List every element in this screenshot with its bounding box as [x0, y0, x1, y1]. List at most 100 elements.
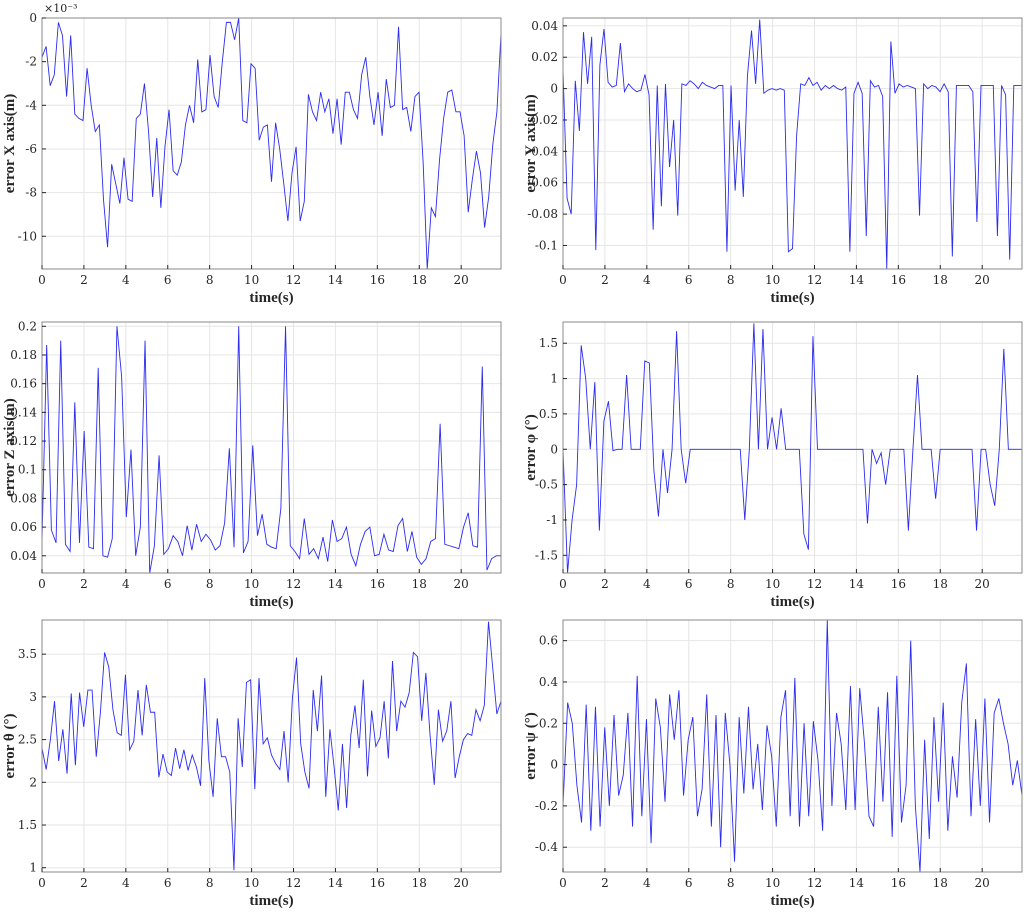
chart-panel-5: 0 2 4 6 8 10 12 14 16 18 20 3.5 3 2.5 2 1.5 1 time(s) erro…: [2, 619, 502, 909]
y-axis-label: error Z axis(m): [2, 398, 18, 497]
x-tick-label: 12: [286, 876, 301, 890]
x-tick-label: 14: [849, 273, 865, 287]
x-tick-label: 14: [328, 273, 344, 287]
x-axis-label: time(s): [770, 594, 814, 610]
x-axis-label: time(s): [770, 290, 814, 306]
y-tick-label: 2.5: [18, 733, 37, 747]
y-axis-label: error ψ (°): [523, 712, 539, 779]
x-tick-label: 18: [933, 876, 948, 890]
y-axis-label: error θ (°): [2, 714, 18, 779]
chart-panel-3: 0 2 4 6 8 10 12 14 16 18 20 0.2 0.18 0.16 0.14 0.12 0.1 0…: [2, 319, 502, 610]
x-tick-label: 10: [244, 577, 259, 591]
x-axis-label: time(s): [249, 594, 293, 610]
x-tick-label: 8: [206, 577, 214, 591]
plot-frame: [562, 17, 1023, 270]
x-tick-label: 10: [765, 273, 780, 287]
y-tick-label: -6: [25, 142, 37, 156]
y-tick-label: -2: [25, 55, 37, 69]
x-tick-label: 8: [727, 577, 735, 591]
y-tick-label: 0.02: [531, 50, 558, 64]
y-tick-label: 0: [550, 442, 558, 456]
x-tick-label: 20: [975, 577, 990, 591]
x-tick-label: 8: [727, 876, 735, 890]
y-tick-label: 0.4: [539, 675, 558, 689]
x-tick-label: 4: [643, 876, 651, 890]
x-tick-label: 2: [601, 273, 609, 287]
y-tick-label: -1: [546, 513, 558, 527]
chart-panel-2: 0 2 4 6 8 10 12 14 16 18 20 0.04 0.02 0 -0.02 -0.04 -0.0…: [523, 17, 1023, 306]
x-tick-label: 10: [765, 577, 780, 591]
series-line: [562, 323, 1022, 574]
x-tick-label: 6: [164, 577, 172, 591]
x-tick-label: 10: [244, 273, 259, 287]
x-tick-label: 0: [559, 876, 567, 890]
y-tick-label: -0.08: [527, 207, 558, 221]
y-tick-label: 0.6: [539, 634, 558, 648]
x-tick-label: 0: [559, 273, 567, 287]
x-tick-label: 12: [286, 577, 301, 591]
y-tick-label: -4: [25, 98, 37, 112]
y-axis-label: error X axis(m): [2, 94, 18, 193]
y-tick-label: 0.06: [10, 520, 37, 534]
y-tick-label: 0.04: [10, 549, 37, 563]
x-tick-label: 16: [370, 273, 385, 287]
x-tick-label: 2: [601, 577, 609, 591]
x-tick-label: 8: [206, 273, 214, 287]
x-tick-label: 8: [727, 273, 735, 287]
x-tick-label: 0: [38, 273, 46, 287]
y-tick-label: -10: [18, 229, 37, 243]
x-axis-label: time(s): [770, 893, 814, 909]
x-tick-label: 16: [370, 577, 385, 591]
y-tick-label: 0.14: [10, 405, 37, 419]
y-axis-label: error Y axis(m): [523, 94, 539, 192]
x-tick-label: 6: [685, 876, 693, 890]
y-tick-label: -0.02: [527, 113, 558, 127]
x-tick-label: 6: [685, 577, 693, 591]
x-tick-label: 12: [807, 876, 822, 890]
x-tick-label: 18: [933, 577, 948, 591]
y-tick-label: 0.08: [10, 491, 37, 505]
y-tick-label: 0.5: [539, 407, 558, 421]
x-tick-label: 0: [38, 876, 46, 890]
chart-panel-4: 0 2 4 6 8 10 12 14 16 18 20 1.5 1 0.5 0 -0.5 -1 -1.5 time(…: [523, 321, 1023, 610]
x-axis-label: time(s): [249, 290, 293, 306]
y-tick-label: 1: [29, 861, 37, 875]
y-tick-label: -0.5: [535, 478, 558, 492]
plot-frame: [41, 619, 502, 873]
y-tick-label: 1: [550, 372, 558, 386]
x-tick-label: 20: [975, 876, 990, 890]
series-line: [562, 619, 1023, 873]
series-line: [41, 326, 501, 574]
y-tick-label: 3.5: [18, 647, 37, 661]
x-tick-label: 18: [412, 273, 427, 287]
plot-frame: [41, 17, 502, 270]
y-tick-label: -8: [25, 186, 37, 200]
x-tick-label: 6: [164, 876, 172, 890]
x-tick-label: 6: [685, 273, 693, 287]
x-tick-label: 4: [122, 876, 130, 890]
x-tick-label: 16: [891, 876, 906, 890]
x-axis-label: time(s): [249, 893, 293, 909]
x-tick-label: 2: [80, 273, 88, 287]
y-axis-label: error φ (°): [523, 414, 539, 480]
chart-panel-1: 0 2 4 6 8 10 12 14 16 18 20 0 -2 -4 -6 -8 -10 time(s) erro…: [2, 2, 502, 306]
y-tick-label: 0.12: [10, 434, 37, 448]
x-tick-label: 6: [164, 273, 172, 287]
y-tick-label: 1.5: [18, 818, 37, 832]
x-tick-label: 14: [328, 577, 344, 591]
y-tick-label: 3: [29, 690, 37, 704]
x-tick-label: 2: [80, 577, 88, 591]
y-tick-label: 0: [29, 11, 37, 25]
y-tick-label: 0.2: [539, 716, 558, 730]
x-tick-label: 4: [122, 577, 130, 591]
y-tick-label: 0.18: [10, 348, 37, 362]
y-tick-label: -0.4: [535, 840, 559, 854]
x-tick-label: 20: [454, 273, 469, 287]
y-tick-label: 0.16: [10, 377, 37, 391]
x-tick-label: 12: [286, 273, 301, 287]
x-tick-label: 18: [412, 577, 427, 591]
chart-panel-6: 0 2 4 6 8 10 12 14 16 18 20 0.6 0.4 0.2 0 -0.2 -0.4 time(…: [523, 619, 1023, 909]
x-tick-label: 4: [643, 577, 651, 591]
y-tick-label: 0.2: [18, 319, 37, 333]
